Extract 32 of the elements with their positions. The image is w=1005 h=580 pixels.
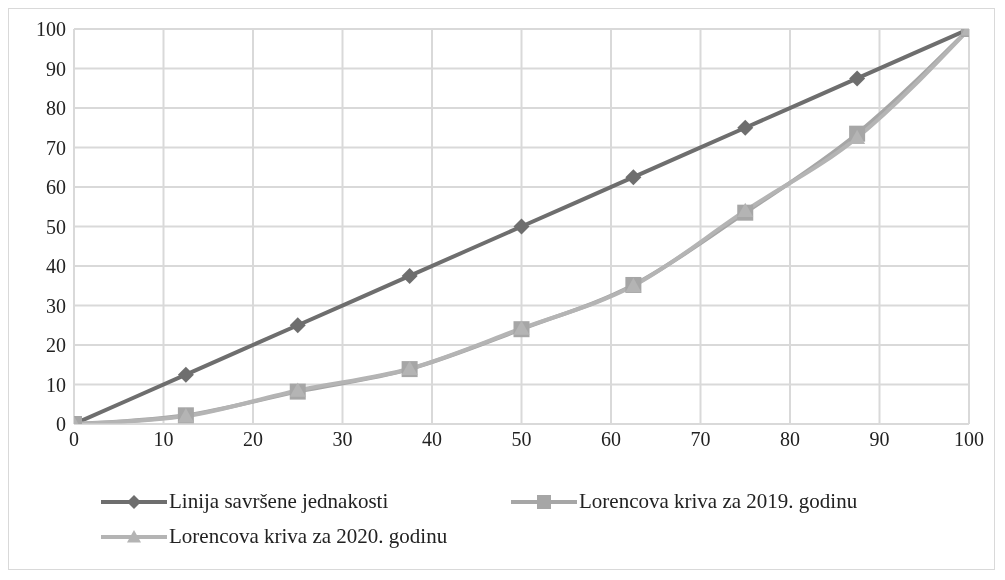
point: [513, 218, 530, 235]
point: [737, 119, 754, 136]
y-tick-label: 40: [46, 255, 66, 278]
point: [289, 317, 306, 334]
x-tick-label: 60: [601, 428, 621, 451]
y-tick-label: 0: [56, 413, 66, 436]
x-tick-label: 90: [869, 428, 890, 451]
y-tick-label: 80: [46, 97, 66, 120]
legend-label: Lorencova kriva za 2020. godinu: [169, 524, 448, 549]
y-tick-label: 60: [46, 176, 66, 199]
point: [849, 129, 866, 145]
x-tick-label: 50: [511, 428, 532, 451]
legend-label: Lorencova kriva za 2019. godinu: [579, 489, 858, 514]
point: [177, 366, 194, 383]
x-tick-label: 70: [690, 428, 711, 451]
x-tick-label: 40: [422, 428, 442, 451]
x-tick-label: 10: [153, 428, 174, 451]
y-tick-label: 50: [46, 215, 66, 238]
y-tick-label: 70: [46, 136, 66, 159]
x-tick-label: 100: [954, 428, 984, 451]
point: [401, 267, 418, 284]
y-tick-label: 30: [46, 294, 66, 317]
point: [849, 70, 866, 87]
x-tick-label: 30: [332, 428, 353, 451]
legend-label: Linija savršene jednakosti: [169, 489, 389, 514]
y-tick-label: 100: [36, 18, 66, 41]
x-tick-label: 20: [243, 428, 263, 451]
y-tick-label: 10: [46, 373, 66, 396]
y-tick-label: 20: [46, 334, 66, 357]
x-tick-label: 80: [780, 428, 800, 451]
point: [625, 169, 642, 186]
y-tick-label: 90: [46, 57, 66, 80]
